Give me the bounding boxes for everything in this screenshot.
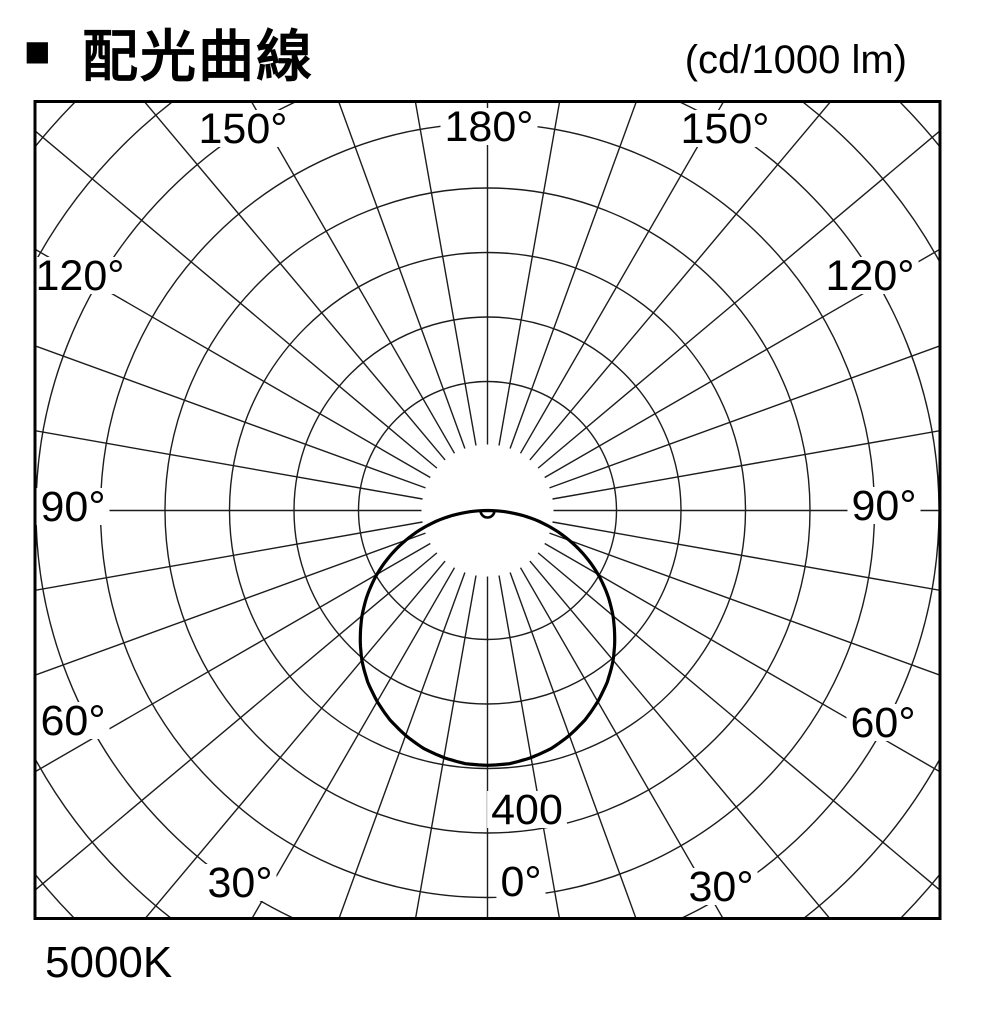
grid-radial-line <box>498 575 560 917</box>
angle-label: 30° <box>207 859 272 907</box>
angle-label: 90° <box>40 483 105 531</box>
axis-labels: 180° 150° 150° 120° 120° 90° 90° 60° 60° 30° 30° 0°… <box>31 103 921 911</box>
grid-radial-line <box>549 345 939 489</box>
grid-radial-line <box>414 103 477 446</box>
grid-radial-line <box>145 560 446 917</box>
grid-radial-line <box>338 572 466 917</box>
angle-label: 30° <box>688 863 753 911</box>
label-backing <box>31 257 129 294</box>
grid-radial-line <box>537 131 939 469</box>
grid-radial-line <box>36 345 426 489</box>
angle-label: 60° <box>850 699 915 747</box>
label-backing <box>36 702 110 739</box>
grid-radial-line <box>529 560 830 917</box>
label-backing <box>487 791 567 828</box>
grid-radial-line <box>415 575 477 917</box>
label-backing <box>846 704 920 741</box>
grid-radial-line <box>144 103 446 461</box>
grid-radial-line <box>36 532 426 676</box>
grid-radial-line <box>552 430 939 500</box>
label-backing <box>496 863 546 900</box>
grid-radial-line <box>537 552 939 890</box>
label-backing <box>821 257 919 294</box>
angle-label: 60° <box>40 697 105 745</box>
grid-radial-line <box>549 532 939 676</box>
color-temperature-label: 5000K <box>45 938 173 987</box>
grid-radial-line <box>36 542 431 772</box>
grid-radial-line <box>509 103 637 449</box>
grid-radial-line <box>519 567 723 917</box>
label-backing <box>36 488 110 525</box>
grid-radial-line <box>498 103 561 446</box>
grid-radial-line <box>36 521 423 591</box>
label-backing <box>194 110 292 147</box>
angle-label: 180° <box>445 103 534 151</box>
grid-radial-line <box>552 521 939 591</box>
grid-radial-line <box>529 103 831 461</box>
label-backing <box>440 108 538 145</box>
label-backing <box>203 864 277 901</box>
grid-radial-line <box>36 430 423 500</box>
grid-radial-line <box>36 131 438 469</box>
angle-label: 150° <box>199 105 288 153</box>
grid-radial-line <box>36 552 438 890</box>
radial-value-label: 400 <box>491 786 563 834</box>
unit-label: (cd/1000 lm) <box>684 38 907 82</box>
angle-label: 120° <box>826 252 915 300</box>
angle-label: 120° <box>36 252 125 300</box>
angle-label: 90° <box>851 482 916 530</box>
distribution-curve <box>358 508 617 767</box>
label-backing <box>676 110 774 147</box>
label-backing <box>847 487 921 524</box>
distribution-curve-origin-loop <box>479 510 496 519</box>
angle-label: 150° <box>681 105 770 153</box>
label-backing <box>684 868 758 905</box>
section-marker-icon: ■ <box>24 27 51 76</box>
grid-radial-line <box>338 103 466 449</box>
grid-radial-line <box>509 572 637 917</box>
angle-label: 0° <box>500 858 541 906</box>
page-title: 配光曲線 <box>82 25 314 88</box>
plot-border <box>33 100 942 920</box>
